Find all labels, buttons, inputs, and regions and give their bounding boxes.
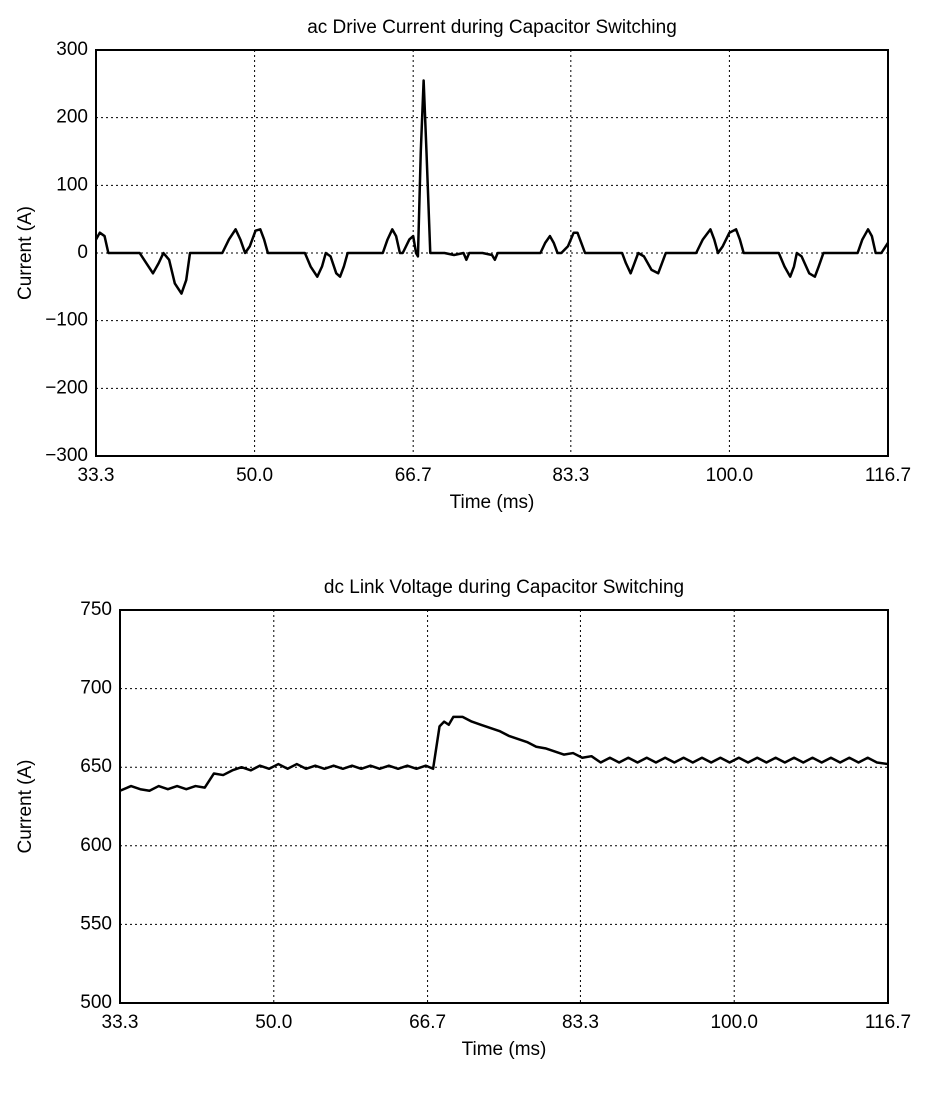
- y-tick-label: −100: [45, 310, 88, 331]
- x-tick-label: 66.7: [395, 465, 432, 486]
- y-tick-label: 650: [80, 756, 112, 777]
- plot-frame: [95, 49, 889, 457]
- y-tick-label: 750: [80, 599, 112, 620]
- y-tick-label: 700: [80, 678, 112, 699]
- x-tick-label: 83.3: [562, 1012, 599, 1033]
- x-tick-label: 50.0: [255, 1012, 292, 1033]
- y-tick-label: 0: [77, 242, 88, 263]
- y-tick-label: 600: [80, 835, 112, 856]
- plot-frame: [119, 609, 889, 1004]
- x-tick-label: 83.3: [552, 465, 589, 486]
- data-line: [119, 715, 889, 793]
- chart-title: ac Drive Current during Capacitor Switch…: [307, 17, 677, 38]
- x-tick-label: 33.3: [102, 1012, 139, 1033]
- y-tick-label: 500: [80, 992, 112, 1013]
- x-tick-label: 116.7: [865, 465, 911, 486]
- y-tick-label: 100: [56, 174, 88, 195]
- x-tick-label: 33.3: [78, 465, 115, 486]
- y-axis-label: Current (A): [15, 760, 36, 854]
- x-tick-label: 50.0: [236, 465, 273, 486]
- x-tick-label: 100.0: [710, 1012, 758, 1033]
- chart-title: dc Link Voltage during Capacitor Switchi…: [324, 577, 684, 598]
- y-axis-label: Current (A): [15, 206, 36, 300]
- y-tick-label: −300: [45, 445, 88, 466]
- x-tick-label: 100.0: [706, 465, 754, 486]
- y-tick-label: 200: [56, 107, 88, 128]
- x-tick-label: 116.7: [865, 1012, 911, 1033]
- x-axis-label: Time (ms): [462, 1039, 547, 1060]
- x-axis-label: Time (ms): [450, 492, 535, 513]
- y-tick-label: 300: [56, 39, 88, 60]
- x-tick-label: 66.7: [409, 1012, 446, 1033]
- y-tick-label: 550: [80, 913, 112, 934]
- y-tick-label: −200: [45, 377, 88, 398]
- data-line: [94, 79, 890, 295]
